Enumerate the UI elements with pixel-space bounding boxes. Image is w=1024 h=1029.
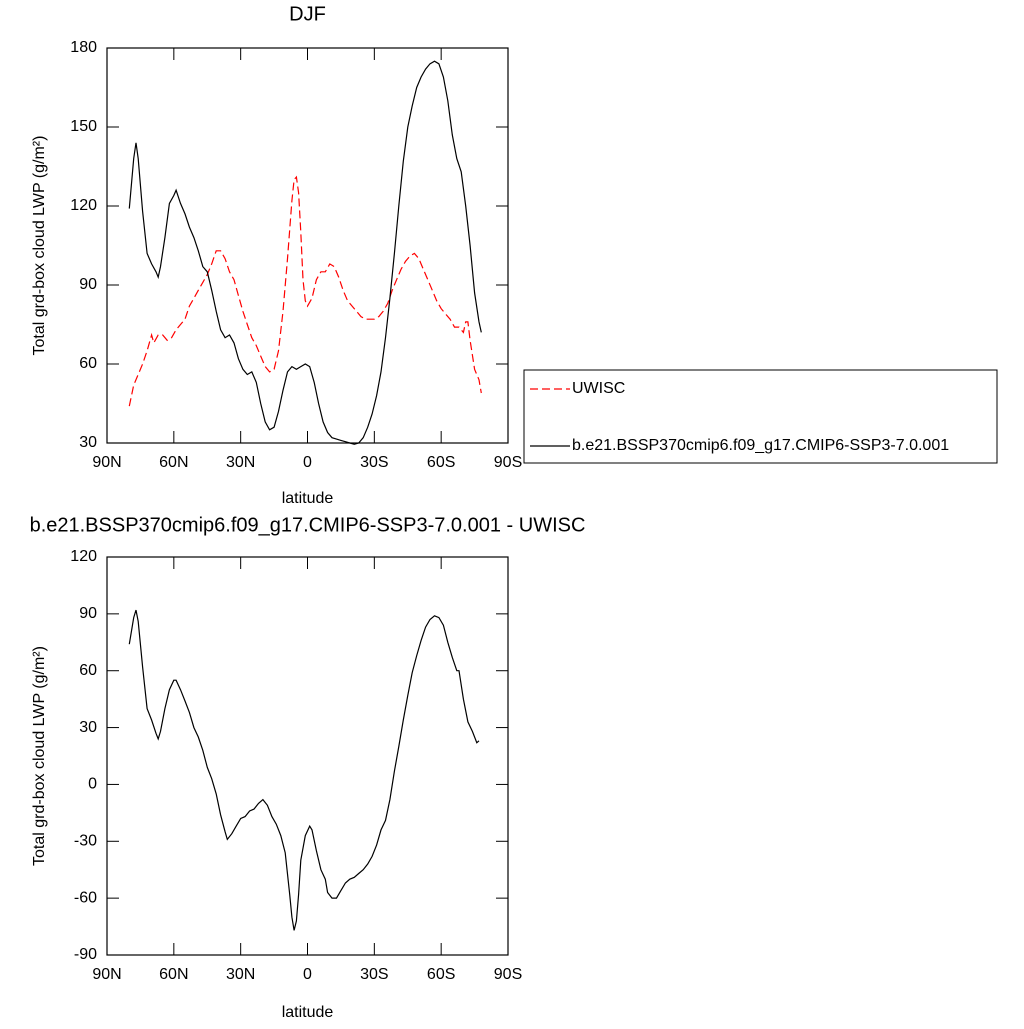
y-tick-label: 60 (79, 662, 97, 679)
x-tick-label: 90S (494, 966, 522, 983)
y-tick-label: 180 (70, 39, 97, 56)
data-line (128, 609, 480, 931)
y-tick-label: 30 (79, 719, 97, 736)
y-tick-label: 60 (79, 355, 97, 372)
y-tick-label: 120 (70, 197, 97, 214)
chart-title: DJF (289, 3, 326, 25)
y-tick-label: -90 (74, 946, 97, 963)
x-tick-label: 30N (226, 966, 255, 983)
y-tick-label: 30 (79, 434, 97, 451)
legend-label: b.e21.BSSP370cmip6.f09_g17.CMIP6-SSP3-7.… (572, 437, 949, 454)
data-line (128, 175, 482, 407)
x-tick-label: 60N (159, 454, 188, 471)
x-tick-label: 30S (360, 966, 388, 983)
x-axis-label: latitude (282, 1004, 334, 1021)
data-line (128, 60, 482, 445)
y-tick-label: 90 (79, 276, 97, 293)
x-tick-label: 90S (494, 454, 522, 471)
y-tick-label: 90 (79, 605, 97, 622)
x-tick-label: 30N (226, 454, 255, 471)
x-axis-label: latitude (282, 490, 334, 507)
x-tick-label: 0 (303, 966, 312, 983)
legend-box (523, 369, 998, 464)
plot-frame (106, 556, 509, 956)
x-tick-label: 60S (427, 966, 455, 983)
y-tick-label: 0 (88, 776, 97, 793)
x-tick-label: 60S (427, 454, 455, 471)
x-tick-label: 0 (303, 454, 312, 471)
y-tick-label: -30 (74, 833, 97, 850)
y-axis-label: Total grd-box cloud LWP (g/m²) (31, 136, 48, 356)
x-tick-label: 60N (159, 966, 188, 983)
chart-title: b.e21.BSSP370cmip6.f09_g17.CMIP6-SSP3-7.… (30, 514, 586, 536)
x-tick-label: 90N (92, 966, 121, 983)
x-tick-label: 30S (360, 454, 388, 471)
y-tick-label: -60 (74, 889, 97, 906)
legend-label: UWISC (572, 380, 625, 397)
x-tick-label: 90N (92, 454, 121, 471)
y-tick-label: 150 (70, 118, 97, 135)
y-tick-label: 120 (70, 548, 97, 565)
plot-frame (106, 47, 509, 444)
y-axis-label: Total grd-box cloud LWP (g/m²) (31, 646, 48, 866)
